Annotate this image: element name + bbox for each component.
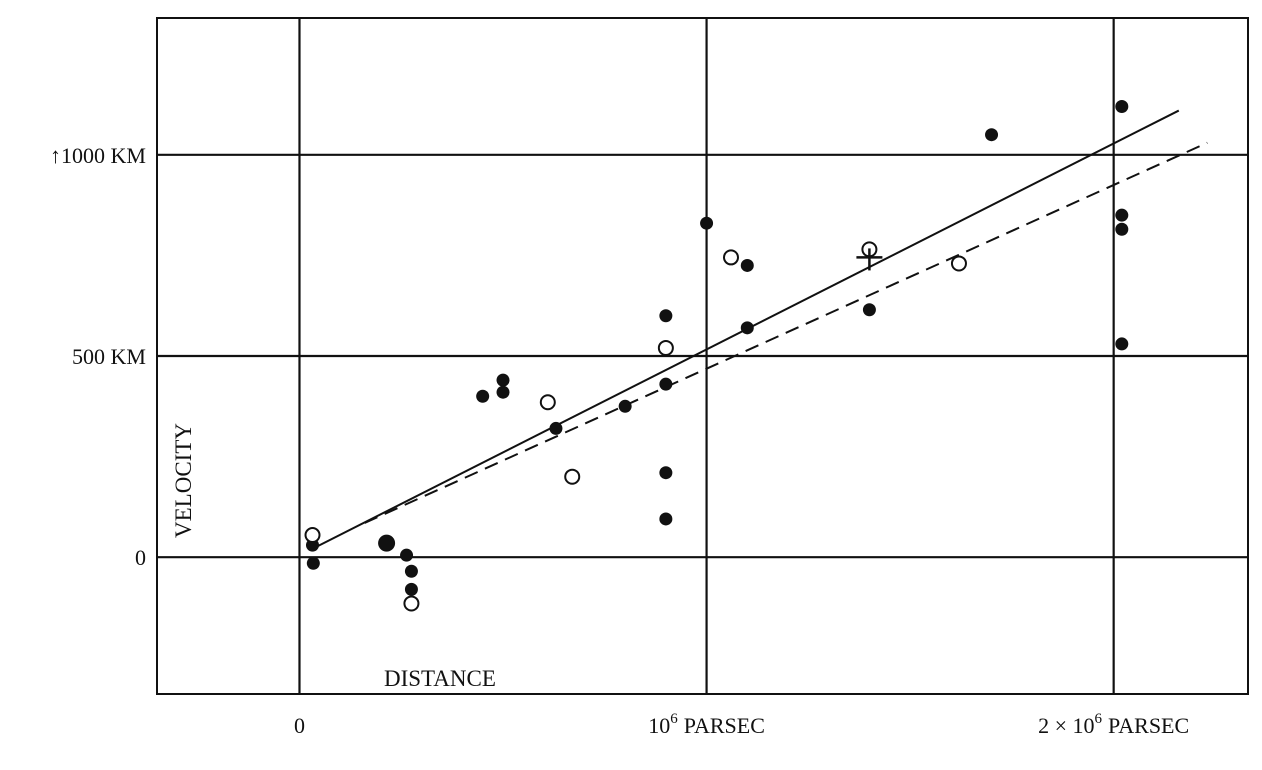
filled-point (1115, 222, 1129, 236)
plot-frame (156, 17, 1249, 695)
filled-point (549, 421, 563, 435)
open-point (403, 595, 420, 612)
filled-point (1115, 100, 1129, 114)
x-axis-label: DISTANCE (384, 666, 496, 691)
filled-point (659, 512, 673, 526)
x-tick-label: 106 PARSEC (648, 711, 765, 738)
dashed-fit-line (364, 141, 1208, 524)
filled-point (378, 534, 396, 552)
fit-lines (315, 109, 1208, 549)
open-point (539, 394, 556, 411)
y-tick-label: ↑1000 KM (50, 143, 146, 168)
x-tick-label: 2 × 106 PARSEC (1038, 711, 1189, 738)
filled-point (659, 377, 673, 391)
open-point (564, 468, 581, 485)
filled-point (496, 373, 510, 387)
filled-point (862, 303, 876, 317)
filled-point (700, 216, 714, 230)
y-tick-label: 0 (135, 545, 146, 570)
filled-point (400, 548, 414, 562)
filled-point (476, 389, 490, 403)
x-tick-label: 0 (294, 713, 305, 738)
filled-point (404, 582, 418, 596)
filled-point (306, 556, 320, 570)
grid (157, 18, 1248, 694)
open-point (304, 527, 321, 544)
filled-point (1115, 337, 1129, 351)
filled-point (985, 128, 999, 142)
y-axis-label: VELOCITY (171, 423, 196, 538)
filled-point (740, 258, 754, 272)
open-point (722, 249, 739, 266)
filled-point (618, 399, 632, 413)
y-tick-label: 500 KM (72, 344, 146, 369)
filled-point (1115, 208, 1129, 222)
cross-point (856, 248, 883, 271)
filled-point (659, 466, 673, 480)
open-point (657, 339, 674, 356)
filled-point (404, 564, 418, 578)
filled-point (740, 321, 754, 335)
data-points (304, 100, 1129, 612)
y-tick-labels: 0 500 KM ↑1000 KM (50, 143, 146, 570)
filled-point (659, 309, 673, 323)
open-point (950, 255, 967, 272)
x-tick-labels: 0 106 PARSEC 2 × 106 PARSEC (294, 711, 1189, 738)
filled-point (496, 385, 510, 399)
